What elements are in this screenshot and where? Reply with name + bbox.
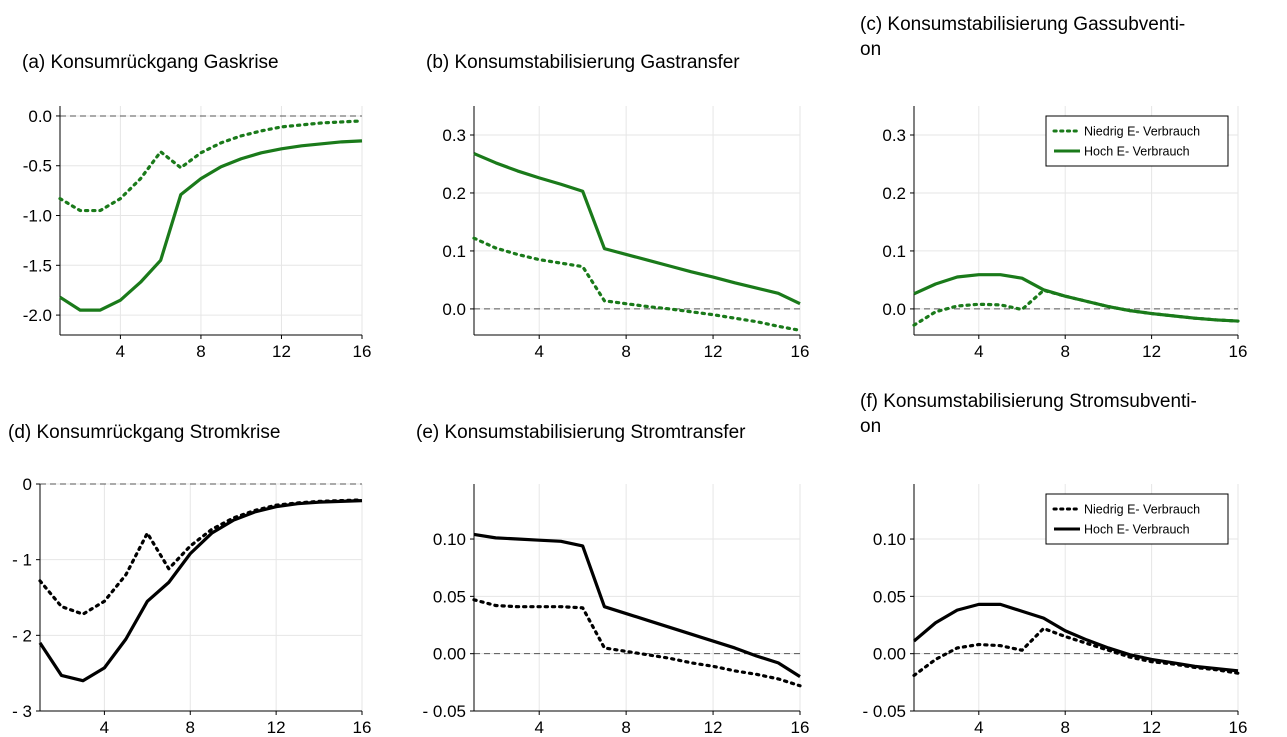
y-tick-label: 0.2 [442,184,466,203]
x-tick-label: 8 [186,718,195,737]
y-tick-label: 0.2 [882,184,906,203]
y-tick-label: - 3 [12,702,32,721]
x-tick-label: 4 [534,718,543,737]
chart-title: (a) Konsumrückgang Gaskrise [22,52,279,73]
chart-title: (e) Konsumstabilisierung Stromtransfer [416,422,746,443]
legend: Niedrig E- Verbrauch Hoch E- Verbrauch [1045,493,1229,545]
y-tick-label: 0.00 [873,645,906,664]
chart-panel-6: (f) Konsumstabilisierung Stromsubventi-o… [860,391,1247,737]
chart-title-continuation: on [860,416,881,437]
series-line-hoch [912,602,1239,673]
chart-panel-3: (c) Konsumstabilisierung Gassubventi-on 0… [860,14,1247,361]
x-tick-label: 12 [1142,342,1161,361]
y-tick-label: - 0.05 [863,702,906,721]
series-line-hoch [473,152,801,306]
x-tick-label: 4 [116,342,125,361]
series-line-hoch [913,273,1239,323]
y-tick-label: - 1 [12,551,32,570]
x-tick-label: 12 [704,342,723,361]
x-tick-label: 4 [974,342,983,361]
series-line-hoch [473,532,801,678]
x-tick-label: 4 [100,718,109,737]
chart-title: (b) Konsumstabilisierung Gastransfer [426,52,740,73]
y-tick-label: - 0.05 [423,702,466,721]
chart-title: (f) Konsumstabilisierung Stromsubventi- [860,391,1197,412]
y-tick-label: 0.3 [882,126,906,145]
chart-panel-2: (b) Konsumstabilisierung Gastransfer 0.3 0… [426,52,809,361]
x-tick-label: 8 [1060,718,1069,737]
x-tick-label: 8 [1060,342,1069,361]
y-tick-label: - 2 [12,626,32,645]
series-line-niedrig [912,626,1240,678]
chart-panel-1: (a) Konsumrückgang Gaskrise 0.0 -0.5 -1.0 -1… [22,52,371,361]
series-line-niedrig [472,236,802,332]
y-tick-label: 0.1 [442,242,466,261]
x-tick-label: 16 [353,342,372,361]
series-line-niedrig [38,498,364,616]
chart-title: (c) Konsumstabilisierung Gassubventi- [860,14,1185,35]
x-tick-label: 12 [267,718,286,737]
legend-box [1045,115,1229,167]
x-tick-label: 12 [1142,718,1161,737]
y-tick-label: -1.5 [23,256,52,275]
chart-title: (d) Konsumrückgang Stromkrise [8,422,280,443]
y-tick-label: 0.0 [442,300,466,319]
y-tick-label: 0 [23,475,32,494]
series-line-niedrig [58,119,364,213]
series-line-niedrig [472,598,802,688]
x-tick-label: 16 [791,718,810,737]
x-tick-label: 4 [534,342,543,361]
series-line-hoch [59,139,363,312]
y-tick-label: 0.05 [433,587,466,606]
series-line-hoch [38,499,363,683]
y-tick-label: 0.0 [28,107,52,126]
x-tick-label: 8 [196,342,205,361]
legend-label: Niedrig E- Verbrauch [1084,503,1200,517]
chart-title-continuation: on [860,39,881,60]
x-tick-label: 16 [1229,718,1248,737]
x-tick-label: 8 [621,342,630,361]
y-tick-label: 0.3 [442,126,466,145]
y-tick-label: -0.5 [23,157,52,176]
y-tick-label: 0.10 [433,530,466,549]
legend-label: Hoch E- Verbrauch [1084,145,1190,159]
y-tick-label: 0.0 [882,300,906,319]
y-tick-label: -1.0 [23,207,52,226]
legend: Niedrig E- Verbrauch Hoch E- Verbrauch [1045,115,1229,167]
legend-label: Niedrig E- Verbrauch [1084,125,1200,139]
x-tick-label: 16 [791,342,810,361]
x-tick-label: 12 [272,342,291,361]
y-tick-label: 0.10 [873,530,906,549]
chart-panel-4: (d) Konsumrückgang Stromkrise 0 - 1 - 2 - 3 4… [8,422,371,737]
y-tick-label: -2.0 [23,306,52,325]
x-tick-label: 16 [1229,342,1248,361]
x-tick-label: 4 [974,718,983,737]
x-tick-label: 12 [704,718,723,737]
legend-box [1045,493,1229,545]
y-tick-label: 0.05 [873,587,906,606]
chart-panel-5: (e) Konsumstabilisierung Stromtransfer 0.… [416,422,809,737]
y-tick-label: 0.1 [882,242,906,261]
y-tick-label: 0.00 [433,645,466,664]
series-line-niedrig [912,288,1240,327]
legend-label: Hoch E- Verbrauch [1084,523,1190,537]
x-tick-label: 16 [353,718,372,737]
x-tick-label: 8 [621,718,630,737]
